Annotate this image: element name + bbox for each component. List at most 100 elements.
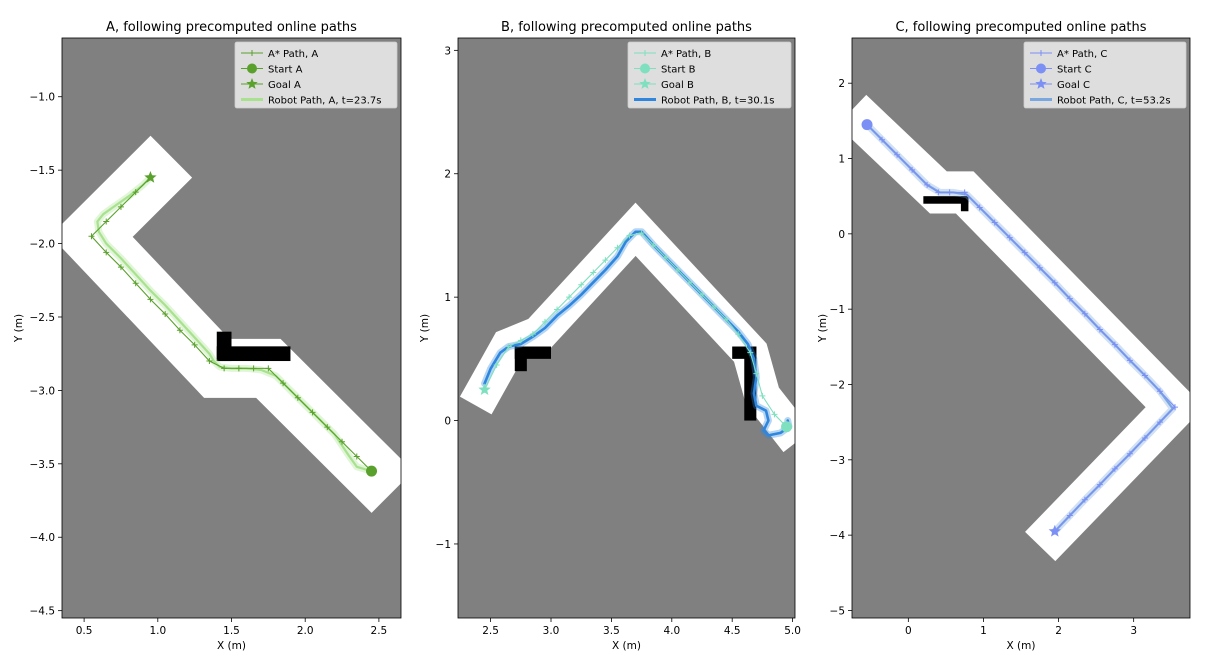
astar-waypoint-marker <box>1141 372 1148 379</box>
astar-waypoint-marker <box>235 365 242 372</box>
legend-box <box>627 41 792 109</box>
axes-frame <box>851 37 1191 619</box>
legend: A* Path, B Start B Goal B Robot Path, B, t=… <box>627 41 792 109</box>
legend-goal-marker <box>246 78 258 89</box>
astar-waypoint-marker <box>1111 341 1118 348</box>
legend: A* Path, C Start C Goal C Robot Path, C, t=… <box>1023 41 1187 109</box>
axes-frame <box>457 37 796 619</box>
y-tick-label: 0 <box>838 229 845 241</box>
chart-a: A, following precomputed online paths 0.5… <box>13 20 402 652</box>
y-tick-label: 0 <box>444 416 451 428</box>
x-tick-label: 0.5 <box>76 625 93 637</box>
astar-waypoint-marker <box>1156 388 1163 395</box>
chart-title: C, following precomputed online paths <box>895 20 1146 35</box>
astar-waypoint-marker <box>147 296 154 303</box>
astar-waypoint-marker <box>662 254 669 261</box>
legend-goal-marker <box>639 78 651 89</box>
astar-waypoint-marker <box>132 189 139 196</box>
astar-waypoint-marker <box>991 219 998 226</box>
astar-waypoint-marker <box>1141 434 1148 441</box>
astar-waypoint-marker <box>698 291 705 298</box>
astar-waypoint-marker <box>517 337 524 344</box>
x-axis-label: X (m) <box>217 640 246 652</box>
astar-waypoint-marker <box>529 331 536 338</box>
astar-waypoint-marker <box>554 306 561 313</box>
legend: A* Path, A Start A Goal A Robot Path, A, t=… <box>234 41 398 109</box>
chart-title: A, following precomputed online paths <box>106 20 357 35</box>
legend-label: A* Path, C <box>1057 49 1107 60</box>
astar-waypoint-marker <box>686 279 693 286</box>
astar-waypoint-marker <box>1126 450 1133 457</box>
astar-waypoint-marker <box>578 281 585 288</box>
astar-waypoint-marker <box>1051 279 1058 286</box>
astar-waypoint-marker <box>1111 465 1118 472</box>
astar-waypoint-marker <box>711 304 718 311</box>
astar-waypoint-marker <box>879 136 886 143</box>
x-axis-label: X (m) <box>1007 640 1036 652</box>
astar-waypoint-marker <box>909 166 916 173</box>
obstacle-cell <box>514 346 527 372</box>
astar-waypoint-marker <box>324 424 331 431</box>
astar-waypoint-marker <box>309 409 316 416</box>
astar-waypoint-marker <box>976 204 983 211</box>
astar-waypoint-marker <box>1066 512 1073 519</box>
x-tick-label: 4.5 <box>724 625 741 637</box>
y-tick-label: 2 <box>838 78 845 90</box>
goal-star-marker <box>478 383 491 395</box>
astar-waypoint-marker <box>590 269 597 276</box>
y-tick-label: −1 <box>830 304 845 316</box>
x-tick-label: 2 <box>1055 625 1062 637</box>
astar-waypoint-marker <box>294 394 301 401</box>
astar-waypoint-marker <box>88 233 95 240</box>
x-tick-label: 2.5 <box>482 625 499 637</box>
astar-waypoint-marker <box>674 267 681 273</box>
x-tick-label: 2.0 <box>297 625 314 637</box>
astar-waypoint-marker <box>541 318 548 325</box>
astar-path-line <box>90 177 372 472</box>
astar-waypoint-marker <box>117 203 124 210</box>
legend-box <box>1023 41 1187 109</box>
y-tick-label: −4.0 <box>30 532 56 544</box>
x-tick-label: 1.0 <box>149 625 166 637</box>
x-tick-label: 4.0 <box>663 625 680 637</box>
astar-waypoint-marker <box>505 343 512 350</box>
y-tick-label: −4.5 <box>30 606 56 618</box>
astar-waypoint-marker <box>265 365 272 372</box>
astar-waypoint-marker <box>353 453 360 460</box>
legend-label: Start A <box>268 64 303 75</box>
astar-waypoint-marker <box>946 189 953 196</box>
legend-label: Robot Path, B, t=30.1s <box>661 95 775 106</box>
y-tick-label: −1.5 <box>30 165 56 177</box>
y-tick-label: −3 <box>830 455 845 467</box>
obstacle-cell <box>960 196 969 212</box>
legend-start-marker <box>247 63 257 74</box>
legend-label: Goal C <box>1057 80 1090 91</box>
legend-label: Robot Path, A, t=23.7s <box>268 95 381 106</box>
astar-waypoint-marker <box>626 232 633 239</box>
y-axis-label: Y (m) <box>419 314 431 343</box>
astar-path-line <box>866 124 1176 532</box>
legend-start-marker <box>640 63 650 74</box>
x-tick-label: 2.5 <box>371 625 388 637</box>
x-tick-label: 3 <box>1130 625 1137 637</box>
astar-waypoint-marker <box>280 380 287 387</box>
plot-area <box>852 94 1190 562</box>
legend-label: Goal A <box>268 80 301 91</box>
legend-box <box>234 41 398 109</box>
x-tick-label: 0 <box>905 625 912 637</box>
astar-waypoint-marker <box>191 341 198 348</box>
astar-waypoint-marker <box>924 181 931 188</box>
goal-star-marker <box>1048 524 1061 537</box>
y-tick-label: 2 <box>444 169 451 181</box>
astar-waypoint-marker <box>1021 249 1028 256</box>
legend-start-marker <box>1036 63 1046 74</box>
plot-area <box>459 202 795 453</box>
x-tick-label: 3.0 <box>543 625 560 637</box>
astar-waypoint-marker <box>638 229 645 236</box>
astar-waypoint-marker <box>1081 310 1088 317</box>
astar-waypoint-marker <box>1171 404 1178 411</box>
astar-waypoint-marker <box>735 331 742 338</box>
start-marker <box>861 119 873 131</box>
astar-waypoint-marker <box>221 365 228 372</box>
